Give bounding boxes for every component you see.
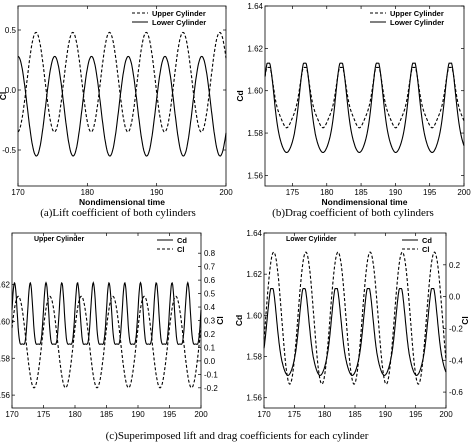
y-axis-label: Cd: [235, 90, 245, 101]
chart-title: Lower Cylinder: [286, 236, 337, 243]
series-line-lower-cylinder: [17, 55, 227, 157]
legend-label: Cd: [177, 236, 187, 245]
y2-tick-label: 0.2: [449, 261, 461, 270]
y-tick-label: -0.5: [2, 146, 16, 155]
legend-label: Upper Cylinder: [152, 9, 206, 18]
chart-b: 175 180 185 190 195 200 1.56 1.58 1.60 1.62 1.64 No…: [235, 2, 471, 207]
y-axis-label: Cl: [0, 92, 8, 101]
legend-label: Cd: [422, 236, 432, 245]
x-tick-label: 195: [409, 410, 423, 419]
x-tick-label: 185: [348, 410, 362, 419]
plot-frame: [17, 5, 227, 187]
series-line-upper-cylinder: [264, 66, 465, 129]
x-tick-label: 195: [423, 188, 437, 197]
plot-frame: [11, 232, 202, 409]
series-line-upper-cylinder: [17, 31, 227, 133]
x-tick-label: 170: [11, 188, 25, 197]
x-tick-label: 200: [457, 188, 471, 197]
y2-tick-label: -0.2: [449, 324, 463, 333]
y2-axis-label: Cl: [215, 316, 225, 325]
legend-label: Cl: [422, 245, 430, 254]
x-tick-label: 190: [389, 188, 403, 197]
y-tick-label: 1.62: [246, 270, 262, 279]
x-tick-label: 200: [439, 410, 453, 419]
series-line-cl: [11, 295, 202, 389]
series-line-cl: [263, 251, 447, 385]
y2-tick-label: 0.0: [449, 293, 461, 302]
y2-tick-label: 0.4: [204, 303, 216, 312]
x-tick-label: 190: [150, 188, 164, 197]
chart-c2: 170 175 180 185 190 195 200 1.56 1.58 1.60 1.62 1.6…: [234, 229, 470, 419]
x-tick-label: 190: [379, 410, 393, 419]
y-tick-label: 1.64: [246, 229, 262, 238]
x-tick-label: 170: [257, 410, 271, 419]
y2-tick-label: -0.6: [449, 388, 463, 397]
y2-tick-label: -0.1: [204, 370, 218, 379]
y-tick-label: 0.5: [5, 26, 17, 35]
y2-tick-label: 0.5: [204, 290, 216, 299]
series-line-cd: [263, 288, 447, 376]
y2-axis-label: Cl: [460, 316, 470, 325]
caption-c: (c)Superimposed lift and drag coefficien…: [106, 430, 369, 442]
y2-tick-label: 0.6: [204, 276, 216, 285]
y-tick-label: 1.62: [247, 44, 263, 53]
x-tick-label: 185: [100, 410, 114, 419]
x-tick-label: 175: [37, 410, 51, 419]
chart-title: Upper Cylinder: [34, 236, 84, 243]
legend-label: Lower Cylinder: [152, 18, 206, 27]
x-tick-label: 200: [219, 188, 233, 197]
legend-label: Cl: [177, 245, 185, 254]
y-tick-label: 0.0: [5, 86, 17, 95]
y2-tick-label: -0.2: [204, 384, 218, 393]
y-tick-label: 1.64: [247, 2, 263, 11]
y-tick-label: 1.58: [246, 353, 262, 362]
x-tick-label: 180: [68, 410, 82, 419]
y-tick-label: 1.56: [0, 391, 11, 400]
y-axis-label: Cd: [234, 315, 244, 326]
x-tick-label: 180: [81, 188, 95, 197]
plot-frame: [263, 232, 447, 409]
series-line-lower-cylinder: [264, 62, 465, 153]
y-tick-label: 1.56: [247, 171, 263, 180]
y-tick-label: 1.60: [0, 317, 11, 326]
x-tick-label: 175: [286, 188, 300, 197]
y-tick-label: 1.56: [246, 394, 262, 403]
x-axis-label: Nondimensional time: [322, 197, 408, 207]
y2-tick-label: 0.0: [204, 357, 216, 366]
x-tick-label: 190: [131, 410, 145, 419]
y-tick-label: 1.62: [0, 281, 11, 290]
x-tick-label: 170: [5, 410, 19, 419]
y-tick-label: 1.60: [247, 87, 263, 96]
legend-label: Lower Cylinder: [390, 18, 444, 27]
x-tick-label: 200: [194, 410, 208, 419]
x-tick-label: 180: [318, 410, 332, 419]
y-tick-label: 1.58: [0, 354, 11, 363]
y2-tick-label: 0.7: [204, 263, 216, 272]
y2-tick-label: 0.2: [204, 330, 216, 339]
y2-tick-label: 0.3: [204, 317, 216, 326]
chart-c1: 170 175 180 185 190 195 200 1.56 1.58 1.60 1.62 -0.…: [0, 232, 225, 419]
x-tick-label: 185: [354, 188, 368, 197]
x-tick-label: 180: [320, 188, 334, 197]
x-tick-label: 195: [163, 410, 177, 419]
chart-a: 170 180 190 200 -0.5 0.0 0.5 Nondimensional tim…: [0, 5, 233, 207]
y-tick-label: 1.58: [247, 129, 263, 138]
plot-frame: [264, 5, 465, 187]
caption-a: (a)Lift coefficient of both cylinders: [40, 207, 196, 219]
x-axis-label: Nondimensional time: [79, 197, 165, 207]
caption-b: (b)Drag coefficient of both cylinders: [272, 207, 434, 219]
x-tick-label: 175: [288, 410, 302, 419]
series-line-cd: [11, 281, 202, 345]
y2-tick-label: 0.8: [204, 249, 216, 258]
y-tick-label: 1.60: [246, 311, 262, 320]
y2-tick-label: -0.4: [449, 356, 463, 365]
legend-label: Upper Cylinder: [390, 9, 444, 18]
y2-tick-label: 0.1: [204, 343, 216, 352]
